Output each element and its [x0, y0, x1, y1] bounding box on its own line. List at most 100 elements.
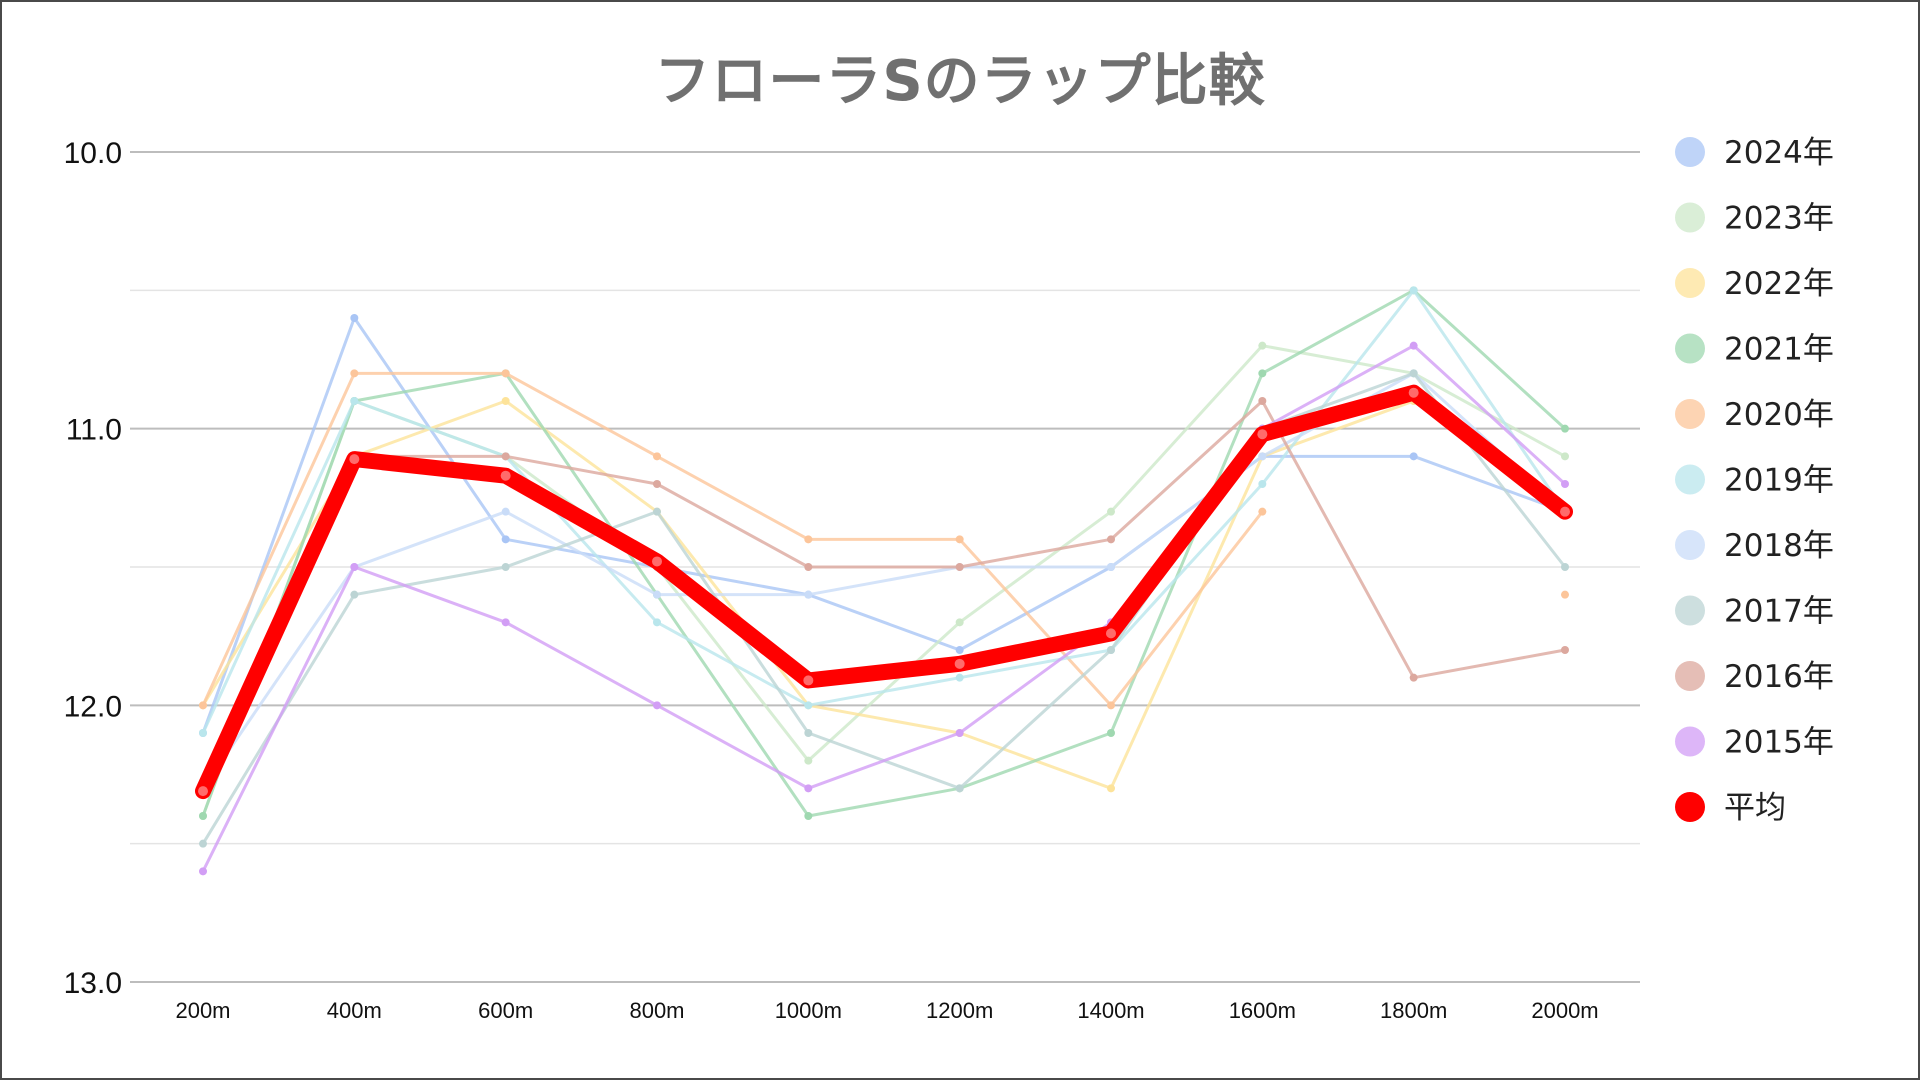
legend-label: 2023年 [1724, 201, 1834, 237]
data-point [652, 556, 662, 567]
legend-swatch [1675, 268, 1705, 298]
data-point [198, 786, 208, 797]
data-point [1258, 480, 1267, 488]
data-point [804, 535, 813, 544]
data-point [199, 867, 207, 876]
data-point [1409, 286, 1418, 295]
series-lines [195, 286, 1573, 876]
legend-label: 2022年 [1724, 266, 1834, 302]
data-point [350, 369, 359, 378]
data-point [501, 507, 510, 516]
x-tick-label: 2000m [1531, 998, 1598, 1023]
data-point [955, 646, 964, 654]
legend-swatch [1675, 661, 1705, 691]
legend-item[interactable]: 2017年 [1675, 594, 1834, 630]
data-point [199, 729, 207, 737]
legend-item[interactable]: 2016年 [1675, 659, 1834, 695]
y-tick-label: 12.0 [64, 690, 122, 723]
legend-label: 2019年 [1724, 463, 1834, 499]
series-2015年 [199, 341, 1569, 876]
data-point [653, 618, 661, 627]
data-point [501, 397, 510, 405]
x-tick-label: 200m [175, 998, 230, 1023]
x-axis-ticks: 200m 400m 600m 800m 1000m 1200m 1400m 1600m 1800… [175, 998, 1598, 1023]
data-point [653, 480, 661, 488]
legend-item[interactable]: 平均 [1675, 790, 1786, 826]
series-2017年 [199, 369, 1569, 848]
data-point [1258, 341, 1267, 350]
data-point [199, 839, 207, 848]
data-point [1258, 452, 1267, 461]
series-line [201, 399, 1567, 790]
legend-item[interactable]: 2022年 [1675, 266, 1834, 302]
data-point [653, 507, 661, 516]
legend-swatch [1675, 333, 1705, 364]
data-point [1561, 646, 1569, 654]
data-point [1107, 646, 1115, 654]
data-point [1257, 429, 1268, 440]
data-point [1258, 507, 1267, 516]
legend-item[interactable]: 2020年 [1675, 397, 1834, 433]
legend-item[interactable]: 2018年 [1675, 528, 1834, 564]
data-point [501, 563, 510, 571]
data-point [1561, 424, 1569, 433]
data-point [1258, 397, 1267, 405]
data-point [199, 701, 207, 710]
legend-label: 2016年 [1724, 659, 1834, 695]
data-point [1561, 452, 1569, 461]
legend-item[interactable]: 2015年 [1675, 725, 1834, 761]
data-point [955, 784, 964, 793]
series-line [201, 371, 1567, 846]
legend-item[interactable]: 2019年 [1675, 463, 1834, 499]
data-point [501, 369, 510, 378]
legend-swatch [1675, 399, 1705, 429]
series-line [201, 371, 1264, 707]
data-point [1107, 784, 1115, 793]
x-tick-label: 1000m [775, 998, 842, 1023]
data-point [501, 618, 510, 627]
legend-item[interactable]: 2021年 [1675, 332, 1834, 368]
legend-label: 2018年 [1724, 528, 1834, 564]
data-point [804, 563, 813, 571]
chart-title: フローラSのラップ比較 [654, 49, 1266, 114]
data-point [653, 452, 661, 461]
data-point [653, 701, 661, 710]
data-point [955, 673, 964, 682]
legend-item[interactable]: 2024年 [1675, 135, 1834, 171]
data-point [954, 658, 965, 669]
legend-label: 2021年 [1724, 332, 1834, 368]
data-point [804, 590, 813, 599]
series-line [195, 384, 1573, 800]
x-tick-label: 1600m [1229, 998, 1296, 1023]
legend-swatch [1675, 595, 1705, 626]
series-2020年 [199, 369, 1569, 710]
data-point [1561, 480, 1569, 488]
data-point [1107, 535, 1115, 544]
y-tick-label: 10.0 [64, 137, 122, 170]
data-point [804, 701, 813, 710]
legend-swatch [1675, 137, 1705, 167]
data-point [1107, 563, 1115, 571]
data-point [1107, 701, 1115, 710]
legend-swatch [1675, 464, 1705, 495]
data-point [955, 535, 964, 544]
data-point [350, 314, 359, 322]
legend-item[interactable]: 2023年 [1675, 201, 1834, 237]
data-point [1409, 341, 1418, 350]
data-point [1409, 452, 1418, 461]
series-line [201, 344, 1567, 873]
data-point [500, 470, 511, 481]
data-point [1560, 506, 1570, 517]
data-point [804, 729, 813, 737]
data-point [350, 397, 359, 405]
data-point [349, 454, 360, 465]
data-point [1106, 628, 1116, 639]
data-point [1107, 729, 1115, 737]
legend: 2024年 2023年 2022年 2021年 2020年 2019年 2018年 2017年… [1675, 135, 1834, 826]
y-axis-ticks: 10.0 11.0 12.0 13.0 [64, 137, 122, 1000]
x-tick-label: 1400m [1077, 998, 1144, 1023]
legend-swatch [1675, 792, 1705, 822]
legend-label: 2024年 [1724, 135, 1834, 171]
data-point [955, 563, 964, 571]
